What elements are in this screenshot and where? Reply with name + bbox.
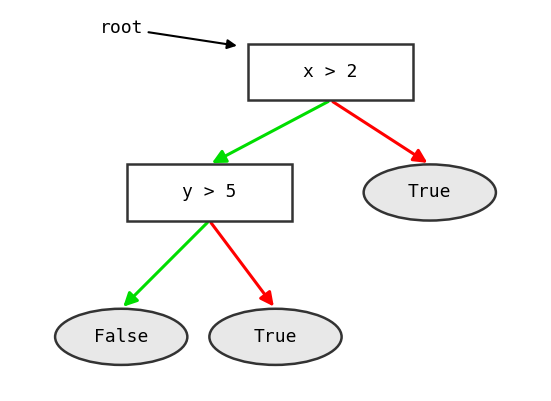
Ellipse shape: [55, 309, 187, 365]
Text: y > 5: y > 5: [182, 184, 236, 201]
Ellipse shape: [209, 309, 342, 365]
Text: True: True: [254, 328, 297, 346]
Text: x > 2: x > 2: [304, 63, 358, 81]
FancyBboxPatch shape: [127, 164, 292, 221]
Ellipse shape: [364, 164, 496, 221]
Text: False: False: [94, 328, 148, 346]
Text: root: root: [100, 19, 235, 48]
Text: True: True: [408, 184, 451, 201]
FancyBboxPatch shape: [248, 44, 413, 100]
